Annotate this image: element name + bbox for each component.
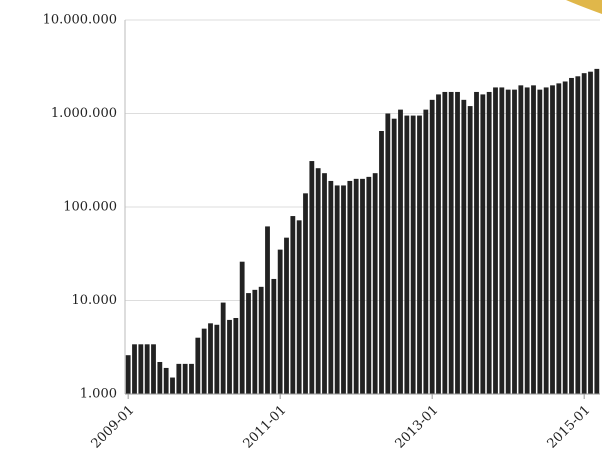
bar xyxy=(258,286,264,394)
bar xyxy=(480,94,486,394)
bar xyxy=(252,289,258,394)
bar xyxy=(265,226,270,394)
bar xyxy=(410,115,416,395)
bar xyxy=(290,216,296,394)
bar xyxy=(467,106,473,394)
bar xyxy=(239,261,245,394)
bar xyxy=(550,85,555,394)
y-tick-label: 10.000.000 xyxy=(43,13,117,28)
bar xyxy=(138,344,144,394)
corner-icon xyxy=(566,0,602,14)
bar xyxy=(562,81,568,394)
bar xyxy=(505,89,511,394)
bar xyxy=(423,109,429,394)
bar xyxy=(157,361,163,394)
y-tick-label: 1.000 xyxy=(80,387,117,402)
bar xyxy=(366,176,372,394)
bar xyxy=(315,168,321,394)
bar xyxy=(208,323,213,394)
bar xyxy=(189,363,194,394)
bar xyxy=(195,337,201,394)
bar xyxy=(556,83,562,394)
bar xyxy=(347,180,353,394)
bar xyxy=(176,363,182,394)
bar xyxy=(455,91,460,394)
bar xyxy=(581,73,587,395)
bar xyxy=(341,185,346,394)
bar xyxy=(417,115,422,395)
bar xyxy=(524,87,530,395)
bar xyxy=(461,99,467,394)
x-tick-label: 2015-01 xyxy=(545,403,594,452)
bar xyxy=(246,293,251,394)
bar xyxy=(214,324,220,394)
bar xyxy=(277,249,283,394)
bar xyxy=(531,85,536,394)
y-tick-label: 100.000 xyxy=(63,200,117,215)
bar xyxy=(486,91,492,394)
bar xyxy=(284,237,289,394)
bar xyxy=(372,173,378,394)
bar xyxy=(512,89,517,394)
bar xyxy=(493,87,498,395)
bar xyxy=(201,328,207,394)
y-tick-label: 1.000.000 xyxy=(51,106,117,121)
bar xyxy=(233,317,239,394)
bar xyxy=(170,377,175,394)
y-tick-label: 10.000 xyxy=(72,293,118,308)
bar xyxy=(429,99,435,394)
bar xyxy=(132,344,137,394)
bar xyxy=(227,319,232,394)
bar xyxy=(328,180,334,394)
bar xyxy=(474,91,479,394)
bar xyxy=(588,71,593,394)
bar xyxy=(499,87,505,395)
bar xyxy=(537,89,543,394)
bar xyxy=(575,76,581,395)
bar xyxy=(543,87,549,395)
bar xyxy=(220,302,226,394)
bar xyxy=(322,173,327,394)
bar xyxy=(442,91,448,394)
bar xyxy=(296,220,302,394)
bar xyxy=(309,161,315,394)
bar xyxy=(518,85,524,394)
x-tick-label: 2013-01 xyxy=(393,403,442,452)
bar xyxy=(182,363,188,394)
bar xyxy=(385,113,391,394)
bar xyxy=(151,344,156,394)
bar xyxy=(448,91,454,394)
bar xyxy=(334,185,340,394)
bar xyxy=(360,178,365,394)
bar xyxy=(391,118,397,395)
bar xyxy=(379,130,384,394)
x-tick-label: 2011-01 xyxy=(241,403,290,452)
bar xyxy=(163,367,169,394)
bar xyxy=(404,115,410,395)
bar xyxy=(271,278,277,394)
bar xyxy=(436,94,441,394)
bar xyxy=(569,77,574,394)
bar xyxy=(398,109,403,394)
bar xyxy=(144,344,150,394)
bar xyxy=(594,68,600,394)
bar xyxy=(125,355,131,394)
bar xyxy=(303,193,308,394)
bar xyxy=(353,178,359,394)
x-tick-label: 2009-01 xyxy=(89,403,138,452)
